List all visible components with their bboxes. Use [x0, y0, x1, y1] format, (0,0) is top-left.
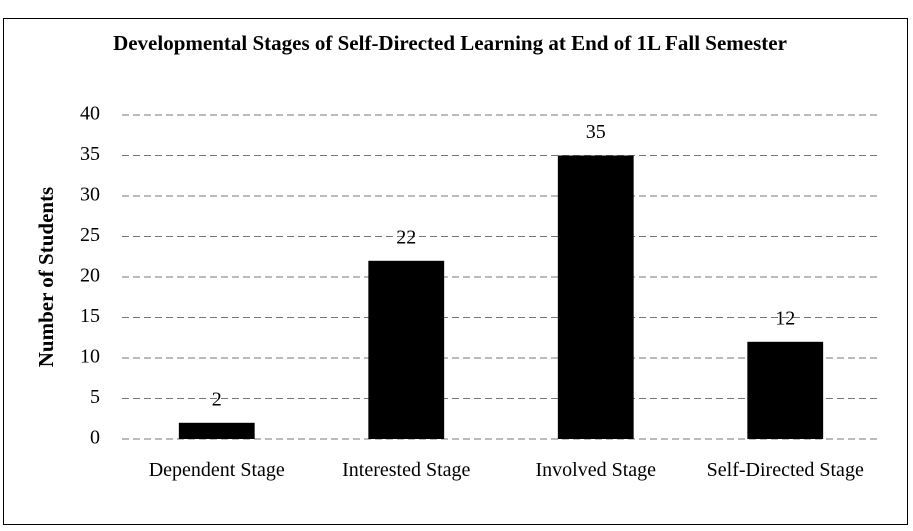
data-label: 12 [775, 307, 795, 329]
x-tick-label: Interested Stage [342, 459, 471, 481]
data-label: 2 [212, 388, 222, 410]
bar [747, 341, 824, 439]
y-tick-label: 20 [80, 265, 100, 287]
bar [368, 260, 445, 439]
x-tick-label: Self-Directed Stage [706, 459, 864, 481]
y-tick-label: 5 [90, 386, 100, 408]
y-tick-label: 35 [80, 143, 100, 165]
x-tick-label: Dependent Stage [148, 459, 285, 481]
y-tick-label: 0 [90, 427, 100, 449]
y-axis-label: Number of Students [34, 187, 58, 367]
chart-frame [3, 18, 908, 525]
bar [557, 155, 634, 439]
y-tick-label: 15 [80, 305, 100, 327]
y-tick-label: 10 [80, 346, 100, 368]
data-label: 35 [586, 121, 606, 143]
data-label: 22 [396, 226, 416, 248]
y-tick-label: 25 [80, 224, 100, 246]
chart-title: Developmental Stages of Self-Directed Le… [113, 31, 787, 55]
x-tick-label: Involved Stage [535, 459, 657, 481]
y-tick-label: 40 [80, 103, 100, 125]
y-tick-label: 30 [80, 184, 100, 206]
bar [178, 422, 255, 439]
